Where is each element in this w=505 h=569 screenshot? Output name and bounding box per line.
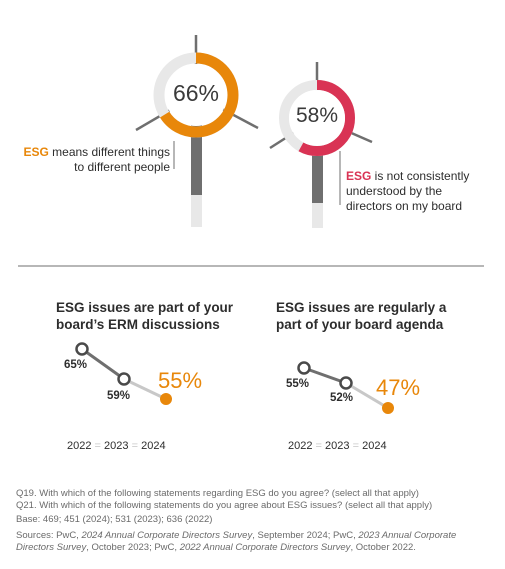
data-point-2024 [382, 402, 394, 414]
line-chart-agenda-year-2024: 2024 [362, 440, 387, 452]
line-chart-agenda-label-2023: 52% [330, 392, 354, 404]
sources-text: , October 2023; PwC, [86, 542, 180, 553]
line-chart-agenda-title: ESG issues are regularly a part of your … [276, 299, 486, 333]
line-chart-erm-years: 2022 = 2023 = 2024 [67, 440, 166, 452]
turbine-1-value: 66% [172, 80, 220, 106]
turbine-1-keyword: ESG [23, 145, 49, 159]
footnotes: Q19. With which of the following stateme… [16, 488, 491, 554]
sources-title: Directors Survey [16, 542, 87, 553]
line-chart-erm-year-2022: 2022 [67, 440, 92, 452]
sources-text: Sources: PwC, [16, 530, 82, 541]
line-chart-erm-label-2023: 59% [107, 390, 131, 402]
line-segment-2022-2023 [81, 347, 125, 381]
turbine-2-tower-dark [312, 118, 323, 203]
turbine-2-caption-line2: understood by the [346, 184, 443, 198]
turbine-2-caption-line3: directors on my board [346, 199, 463, 213]
data-point-2022 [297, 361, 311, 375]
line-chart-agenda-label-2024: 47% [376, 375, 421, 400]
turbine-1-caption: ESG means different things to different … [10, 145, 170, 175]
line-chart-erm-year-2023: 2023 [104, 440, 129, 452]
year-separator: = [94, 440, 101, 452]
data-point-2023 [339, 376, 353, 390]
sources-text: , October 2022. [350, 542, 416, 553]
turbine-2-hub [289, 90, 345, 146]
line-chart-agenda-label-2022: 55% [286, 378, 310, 390]
data-point-2024 [160, 393, 172, 405]
turbine-2-keyword: ESG [346, 169, 372, 183]
line-segment-2022-2023 [303, 366, 347, 385]
line-chart-erm-title-line2: board’s ERM discussions [56, 317, 220, 332]
line-chart-agenda-title-line1: ESG issues are regularly a [276, 300, 447, 315]
line-chart-erm-label-2024: 55% [158, 368, 203, 393]
year-separator: = [315, 440, 322, 452]
footnote-q21: Q21. With which of the following stateme… [16, 500, 433, 511]
footnote-base: Base: 469; 451 (2024); 531 (2023); 636 (… [16, 514, 213, 525]
sources-title: 2023 Annual Corporate [358, 530, 457, 541]
year-separator: = [131, 440, 139, 452]
sources-title: 2022 Annual Corporate Directors Survey [179, 542, 351, 553]
line-chart-erm-year-2024: 2024 [141, 440, 166, 452]
turbine-1-caption-line2: to different people [74, 160, 170, 174]
data-point-2023 [117, 372, 131, 386]
line-chart-agenda-year-2022: 2022 [288, 440, 313, 452]
turbine-2-ring-value [279, 80, 355, 156]
line-chart-agenda [297, 361, 394, 414]
turbine-1-ring-value [153, 52, 239, 138]
turbine-2-caption: ESG is not consistently understood by th… [346, 169, 496, 214]
line-chart-erm-title-line1: ESG issues are part of your [56, 300, 234, 315]
line-chart-agenda-years: 2022 = 2023 = 2024 [288, 440, 387, 452]
line-chart-agenda-year-2023: 2023 [325, 440, 350, 452]
line-segment-2023-2024 [123, 377, 167, 401]
line-chart-erm-label-2022: 65% [64, 359, 88, 371]
turbine-1 [135, 35, 259, 227]
turbine-2 [269, 62, 373, 228]
turbine-2-caption-line1: is not consistently [371, 169, 470, 183]
line-chart-agenda-title-line2: part of your board agenda [276, 317, 444, 332]
line-chart-erm-title: ESG issues are part of your board’s ERM … [56, 299, 266, 333]
line-chart-erm [75, 342, 172, 405]
turbine-1-caption-line1: means different things [48, 145, 170, 159]
sources-text: , September 2024; PwC, [252, 530, 359, 541]
footnote-sources: Sources: PwC, 2024 Annual Corporate Dire… [16, 530, 491, 554]
year-separator: = [352, 440, 360, 452]
data-point-2022 [75, 342, 89, 356]
sources-title: 2024 Annual Corporate Directors Survey [81, 530, 253, 541]
turbine-2-value: 58% [295, 104, 339, 127]
turbine-1-hub [165, 64, 227, 126]
line-segment-2023-2024 [345, 381, 389, 410]
footnote-q19: Q19. With which of the following stateme… [16, 488, 419, 499]
turbine-1-tower-dark [191, 95, 202, 195]
